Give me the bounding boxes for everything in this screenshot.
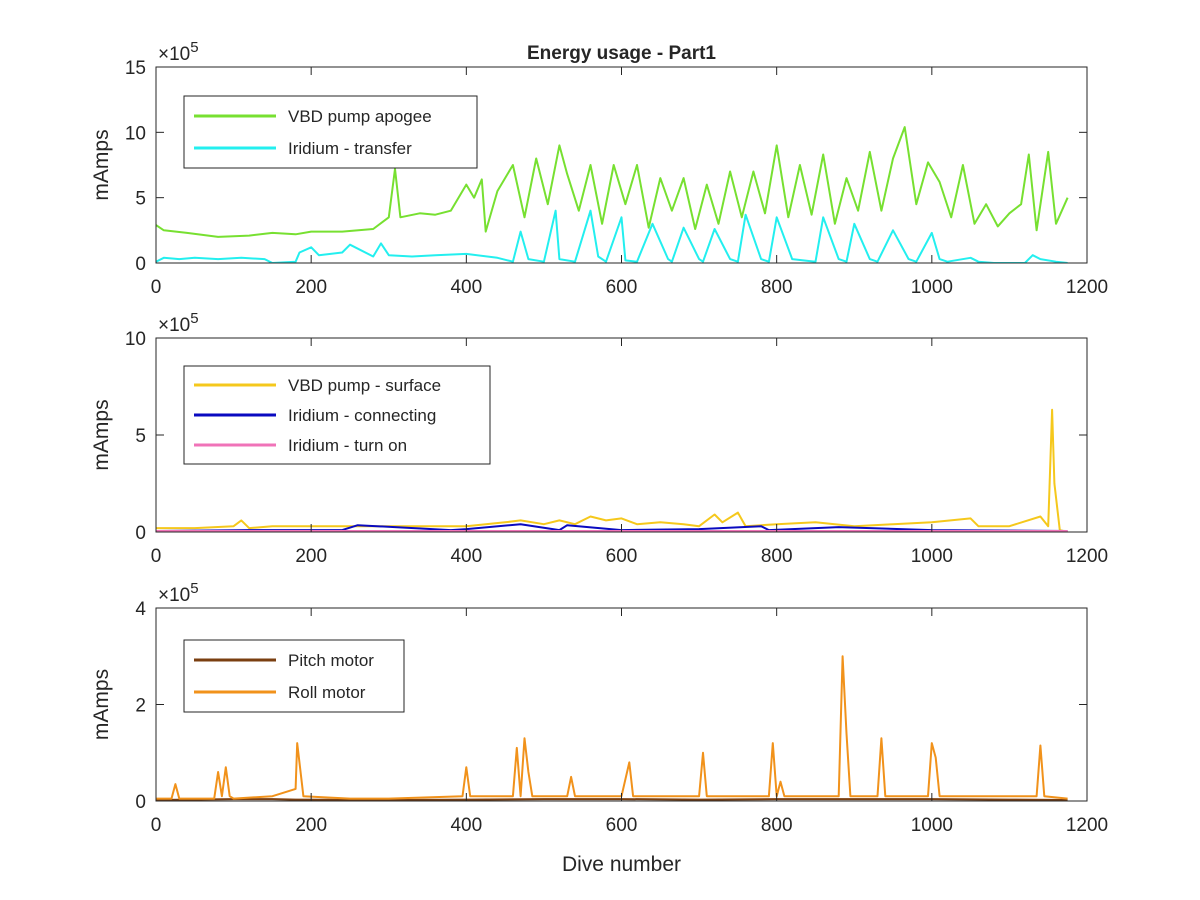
y-tick-label: 2 <box>135 696 146 717</box>
x-tick-label: 1000 <box>911 277 953 298</box>
legend-entry: Iridium - turn on <box>288 436 407 455</box>
x-tick-label: 200 <box>295 546 327 567</box>
series-line-1 <box>156 798 1068 801</box>
x-tick-label: 800 <box>761 277 793 298</box>
x-tick-label: 200 <box>295 277 327 298</box>
y-tick-label: 15 <box>125 58 146 79</box>
x-tick-label: 1200 <box>1066 815 1108 836</box>
y-tick-label: 10 <box>125 329 146 350</box>
x-axis-label: Dive number <box>562 853 681 876</box>
y-tick-label: 5 <box>135 189 146 210</box>
series-line-1 <box>156 408 1068 532</box>
y-tick-label: 10 <box>125 123 146 144</box>
legend-entry: VBD pump apogee <box>288 107 432 126</box>
y-tick-label: 4 <box>135 599 146 620</box>
y-tick-label: 0 <box>135 792 146 813</box>
x-tick-label: 0 <box>151 815 162 836</box>
x-tick-label: 400 <box>450 277 482 298</box>
x-tick-label: 400 <box>450 815 482 836</box>
chart-title: Energy usage - Part1 <box>527 43 716 64</box>
legend-entry: Iridium - transfer <box>288 139 412 158</box>
x-tick-label: 600 <box>606 815 638 836</box>
legend: VBD pump apogee Iridium - transfer <box>183 95 478 169</box>
x-tick-label: 200 <box>295 815 327 836</box>
y-tick-label: 0 <box>135 254 146 275</box>
series-line-2 <box>156 655 1068 800</box>
legend: VBD pump - surface Iridium - connecting Ir… <box>183 365 491 465</box>
x-tick-label: 600 <box>606 277 638 298</box>
x-tick-label: 0 <box>151 546 162 567</box>
legend-entry: VBD pump - surface <box>288 376 441 395</box>
y-tick-label: 5 <box>135 426 146 447</box>
x-tick-label: 1200 <box>1066 277 1108 298</box>
x-tick-label: 600 <box>606 546 638 567</box>
x-tick-label: 1000 <box>911 546 953 567</box>
y-tick-label: 0 <box>135 523 146 544</box>
y-axis-label: mAmps <box>90 669 113 740</box>
legend: Pitch motor Roll motor <box>183 639 405 713</box>
y-exponent-label: ×105 <box>158 39 199 65</box>
y-axis-label: mAmps <box>90 129 113 200</box>
subplot-1: 0 200 400 600 800 1000 1200 0 5 10 15 ×105 mAmps Ener… <box>90 39 1108 298</box>
legend-entry: Iridium - connecting <box>288 406 436 425</box>
legend-entry: Pitch motor <box>288 651 374 670</box>
legend-box <box>183 639 405 713</box>
legend-entry: Roll motor <box>288 683 366 702</box>
series-line-1 <box>156 126 1069 238</box>
x-tick-label: 1200 <box>1066 546 1108 567</box>
x-tick-label: 800 <box>761 546 793 567</box>
x-tick-label: 400 <box>450 546 482 567</box>
x-tick-label: 0 <box>151 277 162 298</box>
series-line-2 <box>156 523 1068 532</box>
y-axis-label: mAmps <box>90 399 113 470</box>
series-line-2 <box>156 209 1068 263</box>
x-tick-label: 800 <box>761 815 793 836</box>
legend-box <box>183 95 478 169</box>
x-tick-label: 1000 <box>911 815 953 836</box>
